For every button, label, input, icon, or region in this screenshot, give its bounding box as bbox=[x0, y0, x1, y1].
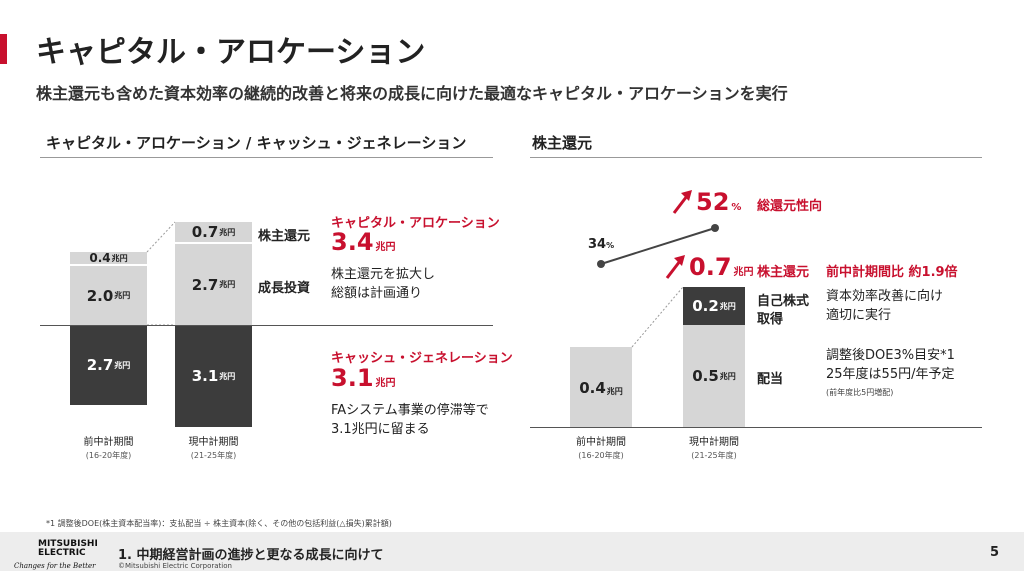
left-connector-top bbox=[146, 221, 176, 253]
allocation-title: キャピタル・アロケーション bbox=[331, 216, 500, 231]
generation-desc-2: 3.1兆円に留まる bbox=[331, 422, 430, 437]
generation-total: 3.1 兆円 bbox=[331, 364, 396, 392]
bar-value: 0.5 bbox=[692, 367, 719, 385]
total-return-value: 0.7 bbox=[689, 253, 732, 281]
period-years: (21-25年度) bbox=[691, 451, 737, 460]
payout-unit: % bbox=[731, 202, 742, 213]
generation-value: 3.1 bbox=[331, 364, 374, 392]
generation-title: キャッシュ・ジェネレーション bbox=[331, 351, 513, 366]
footnote: *1 調整後DOE(株主資本配当率)：支払配当 ÷ 株主資本(除く、その他の包括… bbox=[46, 519, 392, 528]
title-accent-bar bbox=[0, 34, 7, 64]
left-zero-axis bbox=[40, 325, 493, 326]
period-name: 前中計期間 bbox=[83, 437, 134, 448]
dividend-desc-1: 調整後DOE3%目安*1 bbox=[826, 348, 955, 363]
bar-unit: 兆円 bbox=[111, 253, 128, 263]
allocation-total: 3.4 兆円 bbox=[331, 228, 396, 256]
payout-point-curr bbox=[711, 224, 719, 232]
bar-unit: 兆円 bbox=[114, 360, 131, 370]
logo-line-1: MITSUBISHI bbox=[38, 539, 98, 549]
generation-desc-1: FAシステム事業の停滞等で bbox=[331, 403, 489, 418]
payout-prev-value: 34 bbox=[588, 237, 607, 252]
payout-curr-label: 52% bbox=[696, 188, 741, 216]
left-prev-period-label: 前中計期間 (16-20年度) bbox=[70, 435, 147, 462]
total-return: 0.7 兆円 bbox=[689, 253, 754, 281]
payout-label: 総還元性向 bbox=[757, 199, 823, 214]
period-years: (16-20年度) bbox=[85, 451, 132, 460]
bar-value: 0.4 bbox=[579, 379, 606, 397]
allocation-unit: 兆円 bbox=[375, 242, 396, 253]
allocation-desc-2: 総額は計画通り bbox=[331, 286, 423, 301]
dividend-label: 配当 bbox=[757, 372, 784, 387]
bar-value: 0.7 bbox=[191, 223, 219, 241]
left-curr-shareholder-return-bar: 0.7 兆円 bbox=[175, 222, 252, 242]
company-logo-text: MITSUBISHI ELECTRIC bbox=[38, 540, 98, 558]
right-prev-period-label: 前中計期間 (16-20年度) bbox=[570, 435, 632, 462]
legend-shareholder-return: 株主還元 bbox=[258, 229, 311, 244]
right-section-title: 株主還元 bbox=[532, 134, 593, 152]
left-section-rule bbox=[40, 157, 493, 158]
buyback-desc-1: 資本効率改善に向け bbox=[826, 289, 944, 304]
page-subtitle: 株主還元も含めた資本効率の継続的改善と将来の成長に向けた最適なキャピタル・アロケ… bbox=[36, 84, 788, 103]
left-curr-period-label: 現中計期間 (21-25年度) bbox=[175, 435, 252, 462]
allocation-desc-1: 株主還元を拡大し bbox=[331, 267, 436, 282]
period-name: 現中計期間 bbox=[188, 437, 239, 448]
bar-value: 0.4 bbox=[89, 251, 111, 265]
left-curr-growth-investment-bar: 2.7 兆円 bbox=[175, 244, 252, 325]
left-section-title: キャピタル・アロケーション / キャッシュ・ジェネレーション bbox=[46, 134, 467, 152]
bar-unit: 兆円 bbox=[719, 301, 736, 311]
page-title: キャピタル・アロケーション bbox=[36, 35, 426, 70]
bar-value: 2.7 bbox=[191, 275, 219, 294]
generation-unit: 兆円 bbox=[375, 378, 396, 389]
left-prev-cash-generation-bar: 2.7 兆円 bbox=[70, 325, 147, 405]
total-return-label: 株主還元 bbox=[757, 265, 810, 280]
bar-unit: 兆円 bbox=[219, 227, 236, 237]
bar-unit: 兆円 bbox=[114, 291, 131, 300]
page-number: 5 bbox=[990, 545, 1000, 560]
footer-bar bbox=[0, 532, 1024, 571]
right-curr-buyback-bar: 0.2 兆円 bbox=[683, 287, 745, 325]
period-name: 現中計期間 bbox=[689, 437, 739, 448]
right-curr-period-label: 現中計期間 (21-25年度) bbox=[683, 435, 745, 462]
company-tagline: Changes for the Better bbox=[14, 562, 96, 570]
footer-section-title: 1. 中期経営計画の進捗と更なる成長に向けて bbox=[118, 548, 384, 563]
payout-curr-value: 52 bbox=[696, 188, 730, 216]
buyback-label-1: 自己株式 bbox=[757, 294, 810, 309]
period-years: (21-25年度) bbox=[190, 451, 237, 460]
buyback-desc-2: 適切に実行 bbox=[826, 308, 892, 323]
bar-unit: 兆円 bbox=[219, 371, 236, 381]
copyright: ©Mitsubishi Electric Corporation bbox=[118, 562, 232, 570]
right-connector bbox=[631, 286, 684, 348]
bar-value: 2.7 bbox=[86, 356, 114, 374]
payout-prev-label: 34% bbox=[588, 237, 614, 252]
right-zero-axis bbox=[530, 427, 982, 428]
arrow-up-icon bbox=[672, 190, 692, 214]
period-name: 前中計期間 bbox=[576, 437, 626, 448]
buyback-label-2: 取得 bbox=[757, 312, 784, 327]
left-curr-cash-generation-bar: 3.1 兆円 bbox=[175, 325, 252, 427]
bar-value: 3.1 bbox=[191, 367, 219, 385]
payout-unit: % bbox=[606, 241, 615, 250]
legend-growth-investment: 成長投資 bbox=[258, 281, 311, 296]
arrow-up-icon bbox=[665, 255, 685, 279]
left-prev-growth-investment-bar: 2.0 兆円 bbox=[70, 266, 147, 325]
bar-value: 2.0 bbox=[86, 286, 114, 305]
bar-unit: 兆円 bbox=[219, 280, 236, 289]
logo-line-2: ELECTRIC bbox=[38, 548, 86, 558]
dividend-desc-2: 25年度は55円/年予定 bbox=[826, 367, 955, 382]
bar-value: 0.2 bbox=[692, 297, 719, 315]
right-prev-return-bar: 0.4 兆円 bbox=[570, 347, 632, 427]
right-section-rule bbox=[530, 157, 982, 158]
left-prev-shareholder-return-bar: 0.4 兆円 bbox=[70, 251, 147, 265]
right-curr-dividend-bar: 0.5 兆円 bbox=[683, 325, 745, 427]
period-years: (16-20年度) bbox=[578, 451, 624, 460]
payout-point-prev bbox=[597, 260, 605, 268]
total-return-unit: 兆円 bbox=[733, 267, 754, 278]
total-return-comparison: 前中計期間比 約1.9倍 bbox=[826, 265, 958, 280]
bar-unit: 兆円 bbox=[719, 371, 736, 381]
allocation-value: 3.4 bbox=[331, 228, 374, 256]
bar-unit: 兆円 bbox=[606, 387, 623, 396]
payout-line bbox=[600, 227, 716, 265]
dividend-desc-3: (前年度比5円増配) bbox=[826, 388, 894, 397]
